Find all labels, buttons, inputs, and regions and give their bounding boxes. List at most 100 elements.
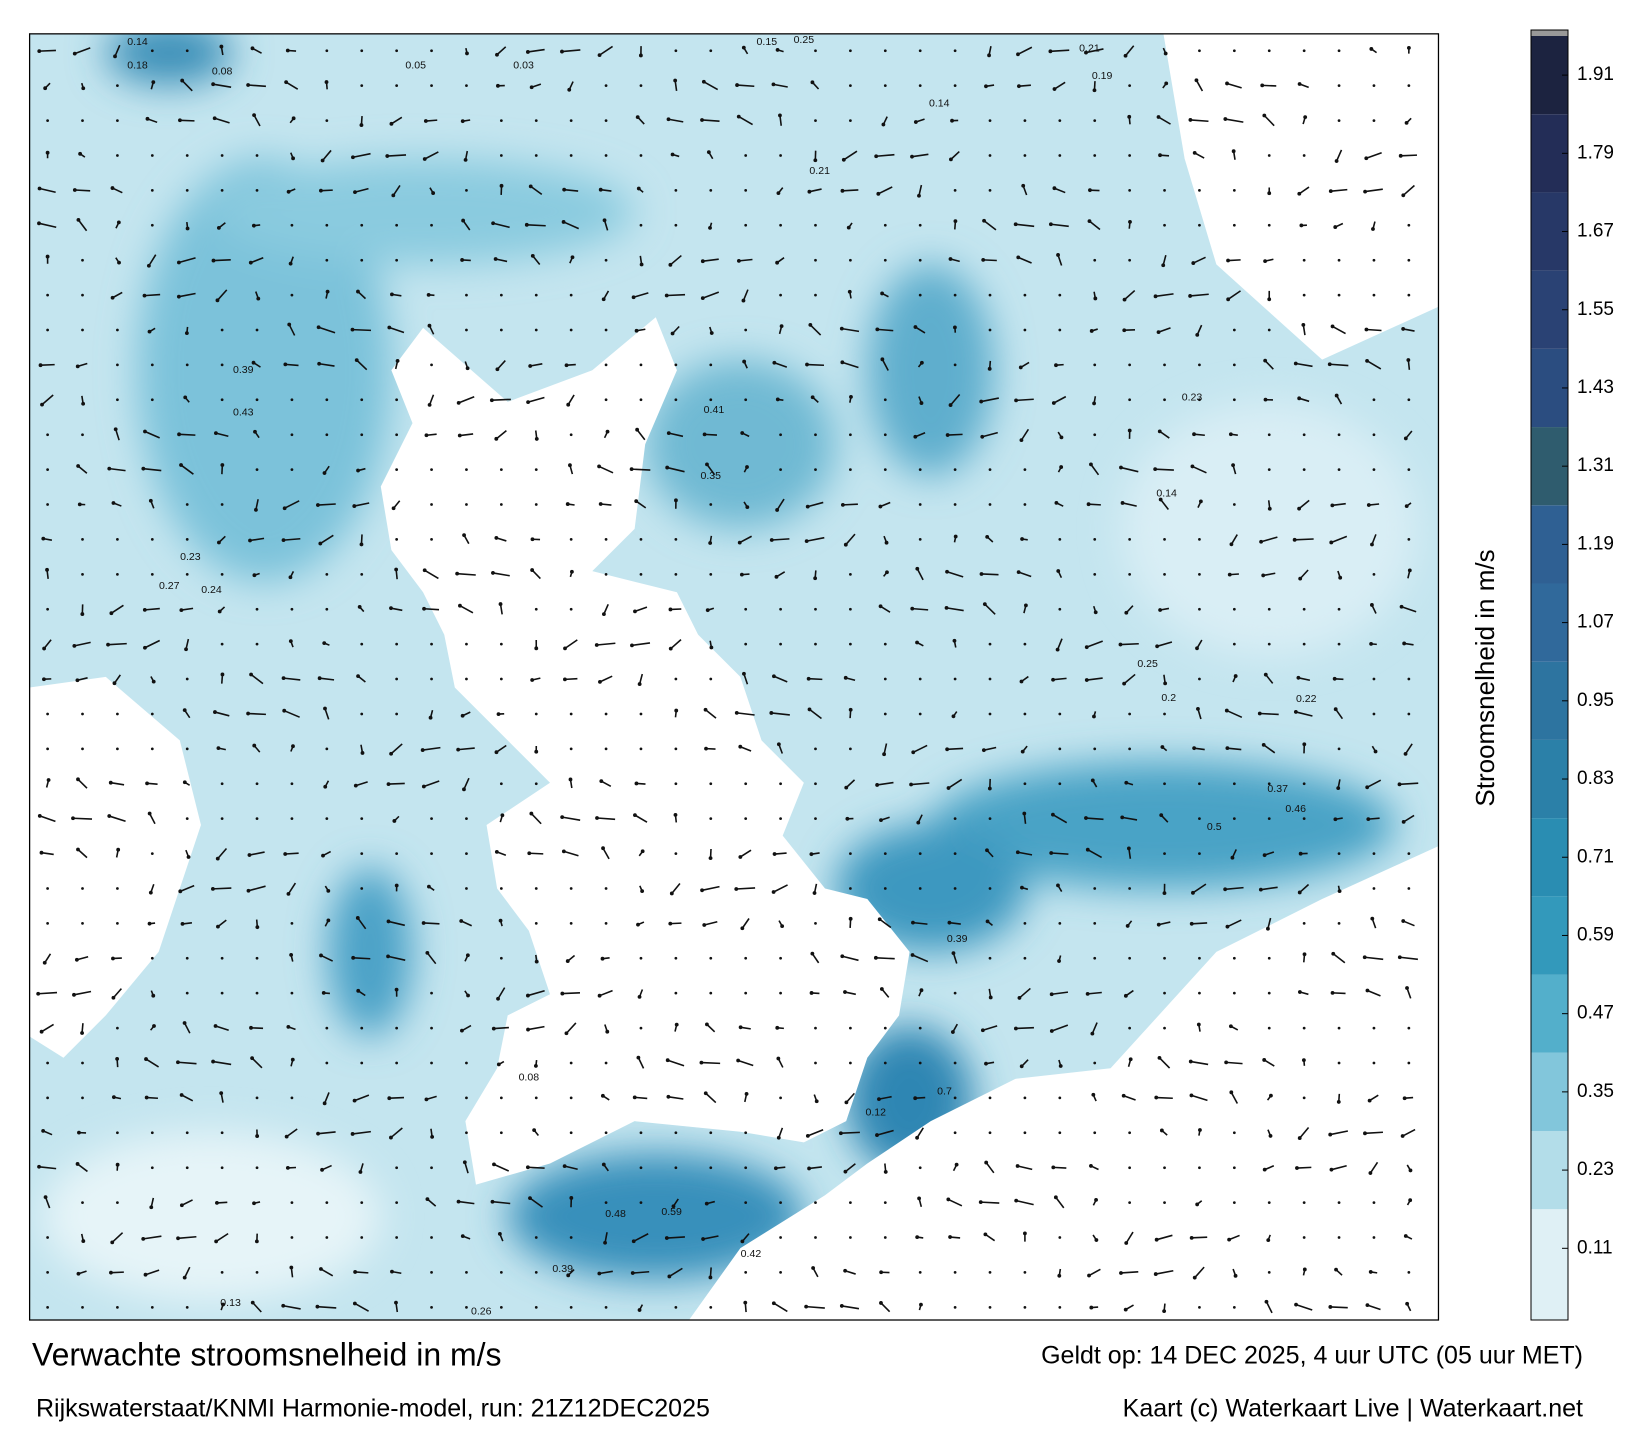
vector-head (847, 289, 852, 294)
vector-arrow (983, 746, 997, 751)
vector-head (460, 713, 465, 718)
vector-arrow (423, 607, 440, 611)
vector-head (1086, 502, 1091, 507)
vector-dot (814, 468, 817, 471)
vector-dot (744, 154, 748, 157)
vector-dot (953, 49, 957, 53)
vector-head (491, 221, 495, 226)
vector-head (741, 298, 746, 303)
vector-dot (325, 433, 329, 437)
vector-head (319, 953, 323, 958)
vector-dot (220, 782, 224, 786)
vector-head (146, 263, 151, 268)
vector-dot (988, 119, 992, 122)
vector-head (76, 464, 81, 468)
vector-arrow (317, 1131, 336, 1135)
vector-arrow (288, 324, 296, 336)
vector-dot (360, 49, 364, 53)
vector-head (1401, 819, 1406, 824)
vector-head (601, 297, 606, 302)
vector-head (775, 260, 780, 265)
vector-head (1189, 1093, 1194, 1098)
land-mass (1163, 33, 1439, 360)
vector-arrow (1402, 184, 1415, 196)
map-subtitle: Rijkswaterstaat/KNMI Harmonie-model, run… (36, 1395, 710, 1423)
vector-head (390, 1269, 394, 1274)
vector-head (1024, 603, 1028, 608)
vector-dot (499, 1271, 503, 1274)
vector-dot (255, 642, 259, 646)
vector-arrow (1158, 921, 1171, 926)
vector-head (564, 363, 569, 368)
vector-arrow (949, 921, 961, 925)
vector-head (1330, 503, 1335, 508)
colorbar-tick-label: 1.91 (1577, 64, 1614, 85)
vector-head (456, 400, 461, 405)
vector-dot (1337, 49, 1341, 53)
vector-head (875, 783, 880, 787)
vector-dot (360, 398, 364, 402)
vector-arrow (1402, 1128, 1416, 1137)
vector-dot (883, 1026, 887, 1030)
vector-dot (1407, 223, 1411, 227)
vector-head (1297, 890, 1302, 895)
vector-arrow (354, 502, 370, 507)
vector-head (1402, 1096, 1407, 1101)
vector-arrow (212, 887, 232, 890)
vector-dot (1058, 607, 1062, 611)
vector-arrow (949, 394, 961, 406)
vector-dot (988, 1305, 992, 1309)
vector-arrow (144, 430, 160, 439)
vector-head (252, 1201, 256, 1206)
vector-dot (81, 887, 84, 890)
vector-dot (255, 154, 259, 157)
vector-dot (849, 84, 852, 88)
vector-head (291, 156, 295, 161)
vector-head (316, 325, 321, 330)
vector-dot (290, 223, 294, 227)
vector-head (945, 747, 950, 752)
vector-head (1406, 45, 1411, 50)
vector-dot (499, 1305, 503, 1309)
vector-head (431, 191, 436, 195)
vector-dot (1058, 538, 1062, 541)
vector-arrow (602, 847, 610, 860)
vector-dot (674, 956, 678, 960)
vector-arrow (771, 712, 790, 716)
vector-dot (744, 398, 748, 402)
vector-head (915, 566, 920, 571)
vector-dot (814, 642, 817, 646)
vector-dot (814, 293, 817, 297)
vector-head (355, 916, 360, 920)
vector-head (353, 1270, 358, 1274)
vector-head (804, 1304, 809, 1309)
vector-arrow (564, 639, 578, 650)
vector-dot (1407, 852, 1411, 855)
vector-head (72, 51, 77, 56)
vector-dot (534, 782, 538, 786)
vector-head (1224, 1060, 1229, 1065)
vector-dot (395, 223, 399, 227)
vector-arrow (876, 1129, 894, 1136)
vector-dot (639, 363, 643, 367)
vector-dot (674, 782, 678, 786)
vector-head (45, 567, 49, 572)
vector-dot (46, 607, 49, 611)
vector-head (1153, 1272, 1158, 1276)
vector-head (560, 991, 565, 996)
vector-dot (988, 1271, 992, 1274)
vector-arrow (353, 957, 371, 960)
vector-dot (1232, 1166, 1236, 1170)
vector-dot (255, 956, 259, 960)
vector-head (1153, 467, 1158, 472)
vector-arrow (875, 957, 895, 960)
vector-arrow (1329, 363, 1349, 367)
vector-dot (360, 852, 364, 855)
vector-head (879, 987, 884, 991)
vector-head (322, 641, 327, 646)
vector-dot (1128, 189, 1131, 192)
vector-arrow (1156, 1234, 1173, 1241)
vector-dot (255, 1271, 259, 1274)
vector-arrow (1366, 360, 1382, 370)
vector-dot (883, 223, 887, 227)
